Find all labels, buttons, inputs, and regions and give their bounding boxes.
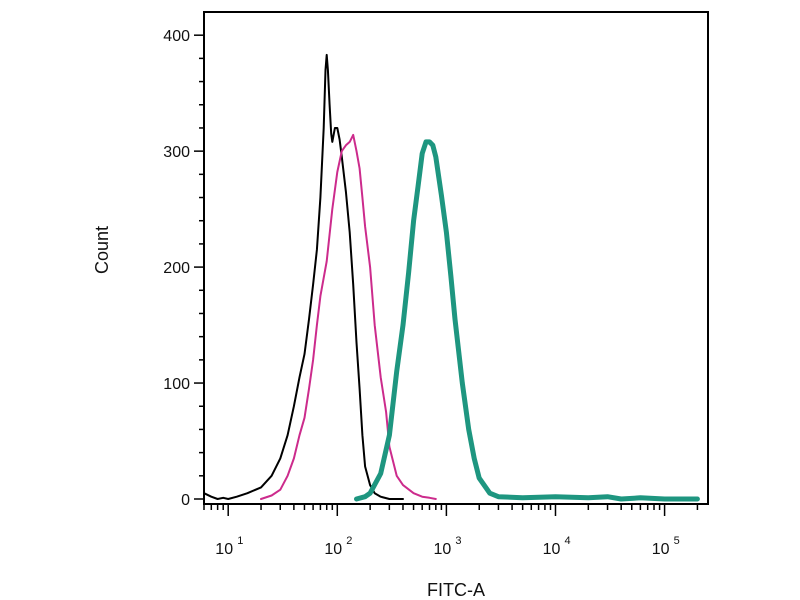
x-tick-exponent: 4	[564, 535, 570, 547]
x-tick-exponent: 1	[237, 535, 243, 547]
y-tick-label: 100	[163, 376, 190, 393]
series-line-2	[260, 133, 437, 500]
y-tick-label: 400	[163, 28, 190, 45]
x-axis-title: FITC-A	[427, 580, 485, 600]
plot-frame	[203, 11, 709, 505]
x-tick-label: 10	[433, 541, 451, 558]
y-tick-label: 0	[181, 492, 190, 509]
y-tick-label: 200	[163, 260, 190, 277]
x-tick-exponent: 3	[455, 535, 461, 547]
x-tick-label: 10	[215, 541, 233, 558]
x-tick-exponent: 2	[346, 535, 352, 547]
series-line-1	[203, 53, 404, 500]
x-tick-label: 10	[543, 541, 561, 558]
y-axis-title: Count	[92, 226, 112, 274]
series-line-3	[354, 139, 700, 502]
x-tick-label: 10	[324, 541, 342, 558]
x-tick-label: 10	[652, 541, 670, 558]
series-layer	[203, 53, 700, 502]
y-tick-label: 300	[163, 144, 190, 161]
x-axis: 10 1 10 2 10 3 10 4 10 5	[203, 504, 699, 558]
y-axis: 0 100 200 300 400	[163, 28, 204, 509]
x-tick-exponent: 5	[674, 535, 680, 547]
